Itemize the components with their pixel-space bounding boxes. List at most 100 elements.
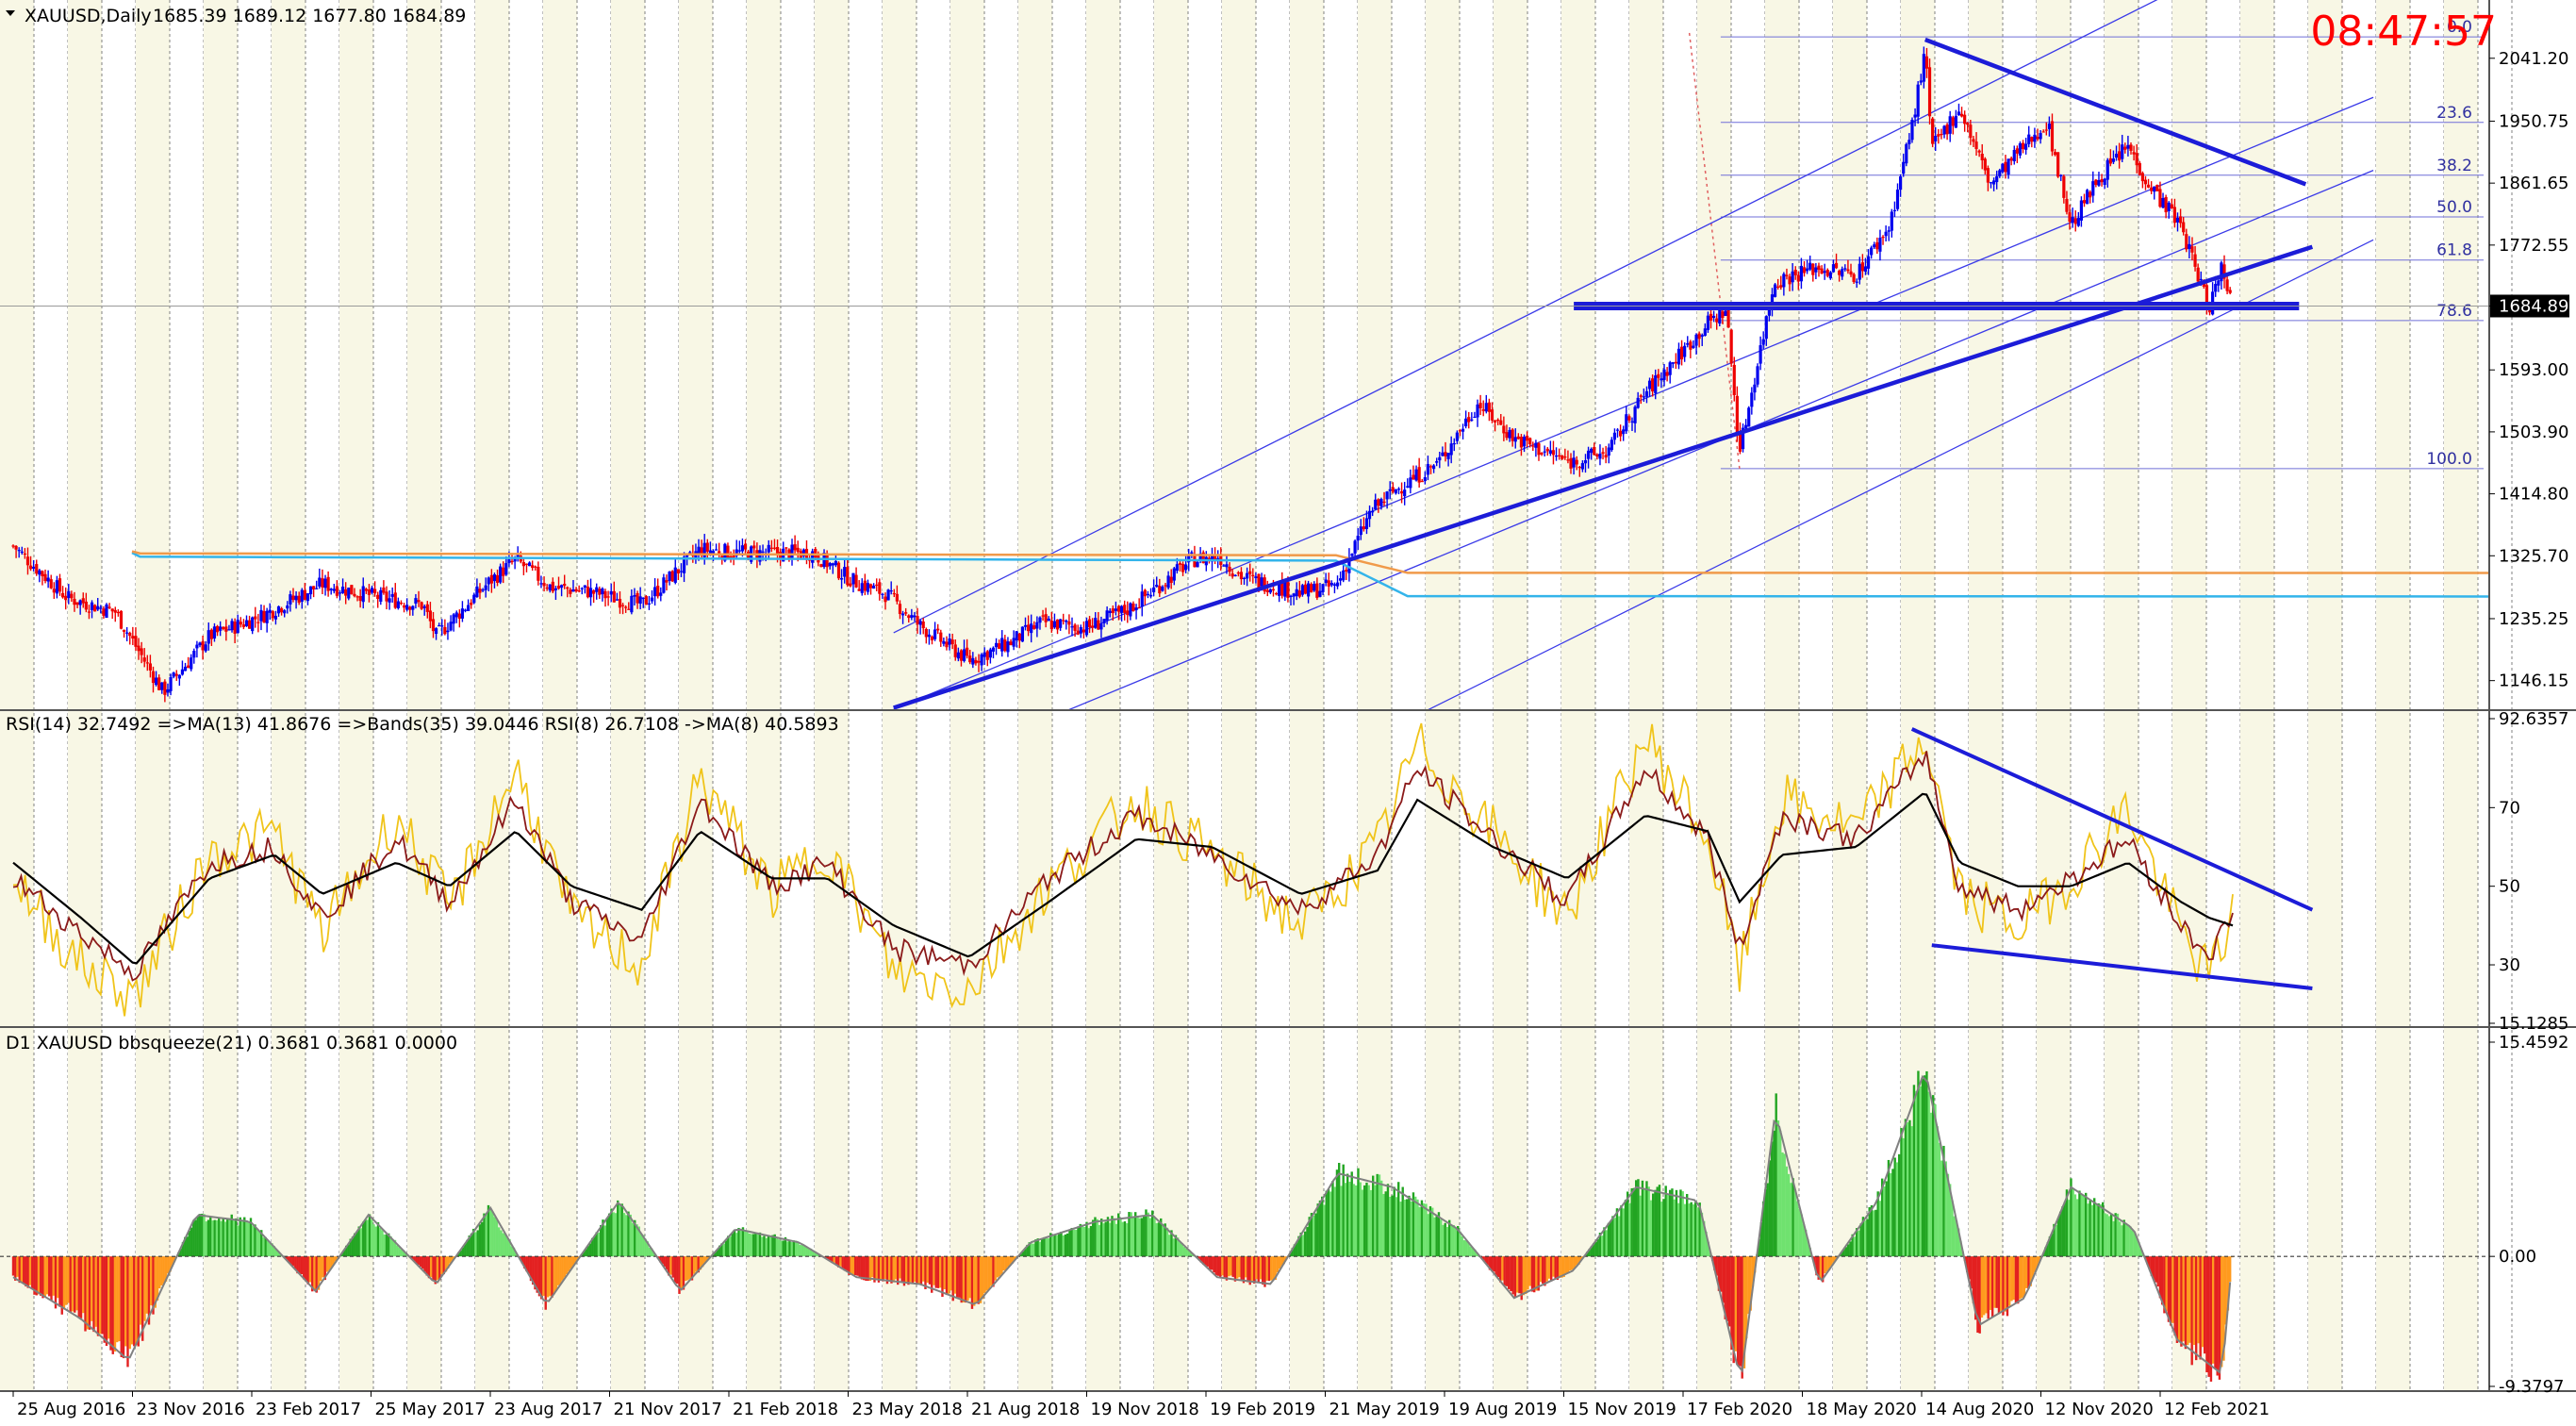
- candle-body: [612, 590, 616, 603]
- histogram-bar: [320, 1256, 322, 1282]
- histogram-bar: [620, 1203, 623, 1257]
- histogram-bar: [160, 1256, 163, 1285]
- histogram-bar: [622, 1213, 626, 1257]
- candle-body: [2135, 153, 2138, 166]
- histogram-bar: [1827, 1256, 1831, 1271]
- histogram-bar: [1533, 1256, 1536, 1293]
- candle-body: [1892, 209, 1897, 211]
- histogram-bar: [84, 1256, 87, 1332]
- histogram-bar: [1613, 1218, 1616, 1257]
- histogram-bar: [1912, 1085, 1916, 1257]
- candle-body: [428, 610, 432, 622]
- candle-body: [1017, 633, 1021, 641]
- axes: 2041.201950.751861.651772.551684.891593.…: [12, 49, 2569, 1419]
- candle-body: [1922, 54, 1925, 82]
- histogram-bar: [1064, 1234, 1067, 1257]
- histogram-bar: [703, 1256, 706, 1264]
- histogram-bar: [1825, 1256, 1828, 1272]
- histogram-bar: [342, 1250, 346, 1257]
- histogram-bar: [402, 1250, 405, 1257]
- candle-body: [2118, 151, 2122, 161]
- candle-body: [1834, 262, 1839, 269]
- histogram-bar: [1374, 1185, 1377, 1257]
- histogram-bar: [536, 1256, 538, 1293]
- histogram-bar: [1304, 1231, 1307, 1257]
- candle-body: [1300, 585, 1305, 595]
- histogram-bar: [1951, 1200, 1954, 1257]
- histogram-bar: [1121, 1221, 1124, 1257]
- candle-body: [110, 608, 114, 612]
- candle-body: [2108, 158, 2112, 164]
- grid-band: [611, 0, 645, 1391]
- histogram-bar: [839, 1256, 842, 1267]
- histogram-bar: [1182, 1247, 1186, 1257]
- candle-body: [1306, 583, 1311, 597]
- histogram-bar: [1079, 1223, 1082, 1257]
- histogram-bar: [1773, 1130, 1775, 1257]
- candle-body: [2199, 278, 2203, 281]
- candle-body: [1986, 168, 1990, 183]
- candle-body: [1470, 419, 1474, 421]
- candle-body: [2158, 189, 2162, 207]
- candle-body: [1738, 431, 1742, 452]
- histogram-bar: [334, 1256, 338, 1262]
- histogram-bar: [211, 1220, 214, 1257]
- candle-body: [670, 571, 674, 582]
- histogram-bar: [154, 1256, 157, 1308]
- histogram-bar: [1267, 1256, 1271, 1282]
- candle-body: [868, 584, 873, 589]
- candle-body: [676, 569, 680, 574]
- histogram-bar: [1503, 1256, 1506, 1286]
- candle-body: [1327, 580, 1330, 587]
- histogram-bar: [1715, 1256, 1718, 1276]
- candle-body: [2012, 149, 2016, 161]
- histogram-bar: [1739, 1256, 1742, 1367]
- candle-body: [11, 545, 15, 547]
- histogram-bar: [1690, 1202, 1693, 1257]
- candle-body: [425, 604, 429, 612]
- candle-body: [828, 563, 832, 567]
- histogram-bar: [1942, 1145, 1945, 1257]
- histogram-bar: [916, 1256, 918, 1285]
- histogram-bar: [1550, 1256, 1553, 1282]
- histogram-bar: [2158, 1256, 2162, 1299]
- candle-body: [382, 587, 386, 593]
- histogram-bar: [612, 1212, 615, 1257]
- histogram-bar: [1282, 1256, 1285, 1265]
- candle-body: [563, 583, 567, 587]
- histogram-bar: [1771, 1141, 1774, 1257]
- histogram-bar: [1185, 1248, 1188, 1257]
- histogram-bar: [1153, 1217, 1156, 1257]
- histogram-bar: [1181, 1243, 1183, 1257]
- candle-body: [262, 610, 266, 623]
- candle-body: [588, 588, 593, 598]
- trendlines: [0, 37, 2489, 709]
- candle-body: [41, 571, 44, 577]
- candle-body: [1828, 272, 1832, 279]
- histogram-bar: [1306, 1227, 1309, 1257]
- histogram-bar: [722, 1243, 725, 1257]
- histogram-bar: [257, 1230, 261, 1257]
- histogram-bar: [1841, 1252, 1843, 1257]
- candle-body: [446, 630, 450, 633]
- histogram-bar: [1384, 1191, 1387, 1257]
- candle-body: [1201, 552, 1205, 564]
- histogram-bar: [1395, 1197, 1398, 1257]
- grid-band: [272, 0, 305, 1391]
- candle-body: [1823, 271, 1826, 274]
- histogram-bar: [1486, 1256, 1489, 1266]
- histogram-bar: [2087, 1203, 2089, 1257]
- histogram-bar: [863, 1256, 866, 1281]
- histogram-bar: [495, 1219, 499, 1257]
- candle-body: [743, 543, 748, 550]
- histogram-bar: [1698, 1202, 1701, 1257]
- candle-body: [177, 674, 181, 679]
- collapse-triangle-icon[interactable]: [6, 10, 15, 16]
- histogram-bar: [230, 1214, 233, 1257]
- histogram-bar: [1965, 1256, 1969, 1272]
- candle-body: [131, 636, 135, 639]
- candle-body: [2161, 197, 2165, 208]
- candle-body: [1913, 114, 1917, 118]
- candle-body: [1662, 369, 1666, 380]
- histogram-bar: [442, 1256, 445, 1275]
